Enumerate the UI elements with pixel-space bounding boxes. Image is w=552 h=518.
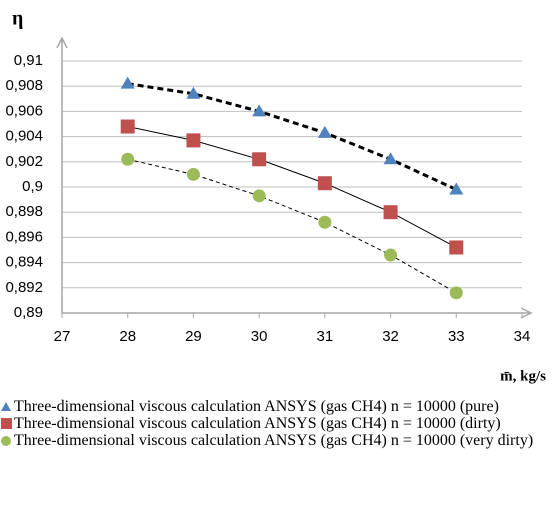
chart: η m̄, kg/s 0,89 0,892 0,894 0,896 0,898 0,9 0,…	[5, 8, 546, 385]
x-axis-arrow	[520, 307, 533, 319]
x-tick-label: 27	[54, 328, 71, 345]
y-tick-label: 0,898	[5, 203, 43, 220]
data-point	[186, 86, 201, 99]
data-point	[383, 205, 398, 220]
x-tick-label: 29	[185, 328, 202, 345]
y-tick-label: 0,9	[22, 178, 43, 195]
data-point	[252, 189, 266, 203]
y-tick-label: 0,894	[5, 254, 43, 271]
data-point	[317, 176, 332, 191]
x-tick-label: 34	[514, 328, 531, 345]
data-point	[317, 125, 332, 138]
data-point	[449, 182, 464, 195]
y-tick-label: 0,902	[5, 153, 43, 170]
y-axis-arrow	[56, 36, 68, 49]
legend: Three-dimensional viscous calculation AN…	[0, 398, 552, 449]
legend-marker	[1, 436, 11, 446]
x-tick-label: 31	[317, 328, 334, 345]
data-point	[318, 215, 332, 229]
legend-item: Three-dimensional viscous calculation AN…	[0, 415, 552, 432]
x-tick-label: 30	[251, 328, 268, 345]
legend-symbol	[1, 418, 12, 429]
series-line	[127, 126, 457, 248]
legend-marker	[1, 418, 12, 429]
x-tick-label: 33	[448, 328, 465, 345]
data-point	[383, 152, 398, 165]
y-tick-label: 0,906	[5, 102, 43, 119]
legend-label: Three-dimensional viscous calculation AN…	[14, 398, 499, 415]
y-tick-label: 0,908	[5, 77, 43, 94]
legend-item: Three-dimensional viscous calculation AN…	[0, 398, 552, 415]
y-axis-label: η	[12, 8, 23, 30]
series-line	[127, 158, 457, 294]
data-point	[120, 119, 135, 134]
y-tick-label: 0,904	[5, 128, 43, 145]
data-point	[252, 104, 267, 117]
legend-label: Three-dimensional viscous calculation AN…	[14, 415, 501, 432]
y-tick-label: 0,91	[14, 52, 43, 69]
y-tick-label: 0,892	[5, 279, 43, 296]
data-point	[186, 167, 200, 181]
data-point	[384, 248, 398, 262]
x-tick-label: 32	[382, 328, 399, 345]
x-axis-label: m̄, kg/s	[500, 368, 546, 384]
y-tick-label: 0,896	[5, 228, 43, 245]
data-point	[449, 286, 463, 300]
legend-symbol	[1, 402, 11, 411]
data-point	[120, 76, 135, 89]
data-point	[186, 133, 201, 148]
legend-symbol	[1, 436, 11, 446]
y-tick-label: 0,89	[14, 304, 43, 321]
series-line	[127, 82, 457, 191]
data-point	[252, 152, 267, 167]
legend-item: Three-dimensional viscous calculation AN…	[0, 432, 552, 449]
legend-label: Three-dimensional viscous calculation AN…	[14, 432, 534, 449]
data-point	[449, 240, 464, 255]
legend-marker	[1, 402, 11, 411]
data-point	[121, 152, 135, 166]
x-tick-label: 28	[119, 328, 136, 345]
